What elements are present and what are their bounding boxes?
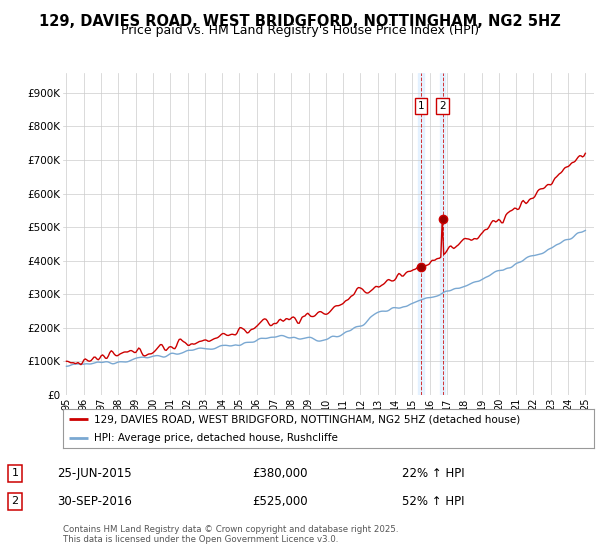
Text: 2: 2 xyxy=(11,496,19,506)
Text: 22% ↑ HPI: 22% ↑ HPI xyxy=(402,466,464,480)
Bar xyxy=(440,73,445,395)
Text: 1: 1 xyxy=(418,101,424,111)
Text: Price paid vs. HM Land Registry's House Price Index (HPI): Price paid vs. HM Land Registry's House … xyxy=(121,24,479,37)
Text: 129, DAVIES ROAD, WEST BRIDGFORD, NOTTINGHAM, NG2 5HZ: 129, DAVIES ROAD, WEST BRIDGFORD, NOTTIN… xyxy=(39,14,561,29)
Text: 25-JUN-2015: 25-JUN-2015 xyxy=(57,466,131,480)
Text: HPI: Average price, detached house, Rushcliffe: HPI: Average price, detached house, Rush… xyxy=(94,433,338,443)
Text: 1: 1 xyxy=(11,468,19,478)
Text: 30-SEP-2016: 30-SEP-2016 xyxy=(57,494,132,508)
Text: £525,000: £525,000 xyxy=(252,494,308,508)
Text: £380,000: £380,000 xyxy=(252,466,308,480)
Text: 2: 2 xyxy=(439,101,446,111)
Bar xyxy=(418,73,424,395)
Text: 52% ↑ HPI: 52% ↑ HPI xyxy=(402,494,464,508)
Text: Contains HM Land Registry data © Crown copyright and database right 2025.
This d: Contains HM Land Registry data © Crown c… xyxy=(63,525,398,544)
Text: 129, DAVIES ROAD, WEST BRIDGFORD, NOTTINGHAM, NG2 5HZ (detached house): 129, DAVIES ROAD, WEST BRIDGFORD, NOTTIN… xyxy=(94,414,520,424)
